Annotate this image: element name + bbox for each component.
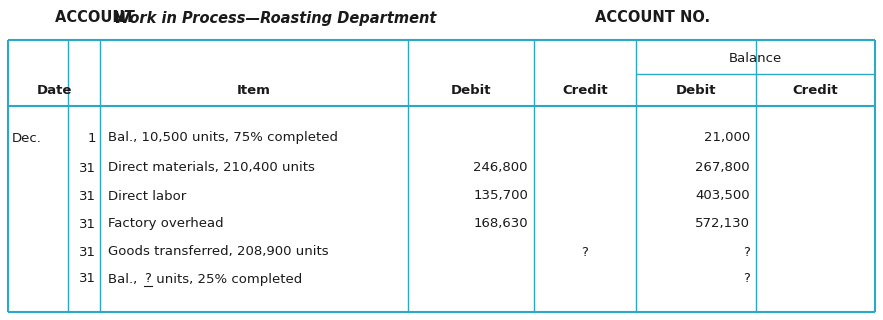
Text: 168,630: 168,630 bbox=[473, 218, 528, 230]
Text: 246,800: 246,800 bbox=[473, 162, 528, 174]
Text: Factory overhead: Factory overhead bbox=[108, 218, 223, 230]
Text: ?: ? bbox=[743, 245, 750, 259]
Text: Work in Process—Roasting Department: Work in Process—Roasting Department bbox=[114, 11, 436, 26]
Text: 267,800: 267,800 bbox=[696, 162, 750, 174]
Text: Dec.: Dec. bbox=[12, 132, 42, 145]
Text: Credit: Credit bbox=[793, 84, 838, 98]
Text: units, 25% completed: units, 25% completed bbox=[152, 273, 302, 285]
Text: 403,500: 403,500 bbox=[696, 189, 750, 203]
Text: 31: 31 bbox=[79, 245, 96, 259]
Text: ?: ? bbox=[144, 273, 151, 285]
Text: Bal., 10,500 units, 75% completed: Bal., 10,500 units, 75% completed bbox=[108, 132, 338, 145]
Text: Date: Date bbox=[36, 84, 72, 98]
Text: 31: 31 bbox=[79, 273, 96, 285]
Text: 135,700: 135,700 bbox=[473, 189, 528, 203]
Text: Credit: Credit bbox=[562, 84, 608, 98]
Text: ACCOUNT NO.: ACCOUNT NO. bbox=[595, 11, 710, 26]
Text: Goods transferred, 208,900 units: Goods transferred, 208,900 units bbox=[108, 245, 328, 259]
Text: 31: 31 bbox=[79, 218, 96, 230]
Text: Direct labor: Direct labor bbox=[108, 189, 186, 203]
Text: Direct materials, 210,400 units: Direct materials, 210,400 units bbox=[108, 162, 315, 174]
Text: ACCOUNT: ACCOUNT bbox=[55, 11, 140, 26]
Text: 572,130: 572,130 bbox=[695, 218, 750, 230]
Text: Bal.,: Bal., bbox=[108, 273, 146, 285]
Text: 31: 31 bbox=[79, 162, 96, 174]
Text: ?: ? bbox=[743, 273, 750, 285]
Text: 31: 31 bbox=[79, 189, 96, 203]
Text: Balance: Balance bbox=[728, 52, 782, 65]
Text: Debit: Debit bbox=[675, 84, 716, 98]
Text: 1: 1 bbox=[87, 132, 96, 145]
Text: 21,000: 21,000 bbox=[704, 132, 750, 145]
Text: ?: ? bbox=[582, 245, 588, 259]
Text: Debit: Debit bbox=[450, 84, 491, 98]
Text: Item: Item bbox=[237, 84, 271, 98]
